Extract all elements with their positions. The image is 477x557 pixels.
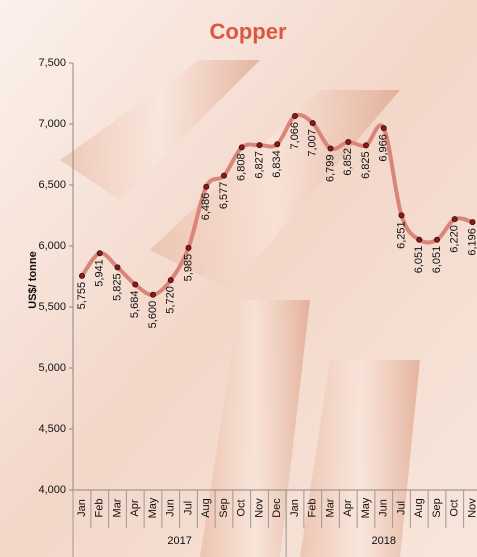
- point: [238, 144, 245, 151]
- x-tick-label: Feb: [307, 499, 319, 518]
- decor: [150, 90, 400, 290]
- data-label: 6,852: [342, 148, 354, 176]
- data-label: 6,051: [431, 246, 443, 274]
- data-label: 6,577: [218, 182, 230, 210]
- point: [380, 125, 387, 132]
- point: [433, 236, 440, 243]
- decor: [300, 360, 420, 557]
- point: [345, 139, 352, 146]
- y-tick-label: 4,500: [38, 423, 66, 435]
- data-label: 6,827: [253, 151, 265, 179]
- x-tick-label: Apr: [342, 499, 354, 516]
- point: [469, 219, 476, 226]
- point: [398, 212, 405, 219]
- x-tick-label: Mar: [111, 498, 123, 517]
- data-label: 6,486: [200, 193, 212, 221]
- y-tick-label: 5,000: [38, 362, 66, 374]
- point: [274, 141, 281, 148]
- x-tick-label: May: [147, 497, 159, 518]
- data-label: 5,985: [182, 254, 194, 282]
- point: [327, 145, 334, 152]
- point: [114, 264, 121, 271]
- x-tick-label: Nov: [253, 498, 265, 518]
- x-tick-label: Oct: [236, 499, 248, 516]
- point: [220, 172, 227, 179]
- y-tick-label: 7,500: [38, 57, 66, 69]
- data-label: 5,684: [129, 291, 141, 319]
- chart-title: Copper: [210, 19, 287, 44]
- data-label: 6,251: [395, 221, 407, 249]
- x-tick-label: Sep: [218, 498, 230, 518]
- data-label: 6,825: [360, 151, 372, 179]
- data-label: 6,196: [466, 228, 477, 256]
- data-label: 6,966: [378, 134, 390, 162]
- x-tick-label: Apr: [129, 499, 141, 516]
- x-tick-label: Jan: [76, 499, 88, 517]
- point: [96, 250, 103, 257]
- point: [256, 142, 263, 149]
- y-tick-label: 4,000: [38, 484, 66, 496]
- y-axis-title: US$/ tonne: [27, 251, 39, 308]
- data-label: 5,600: [147, 301, 159, 329]
- point: [451, 216, 458, 223]
- point: [416, 236, 423, 243]
- point: [167, 277, 174, 284]
- decor: [200, 300, 310, 557]
- x-tick-label: Feb: [94, 499, 106, 518]
- x-tick-label: Mar: [324, 498, 336, 517]
- group-label: 2018: [372, 535, 396, 547]
- y-tick-label: 6,500: [38, 179, 66, 191]
- x-tick-label: Jul: [182, 501, 194, 515]
- point: [309, 120, 316, 127]
- x-tick-label: Dec: [271, 498, 283, 518]
- x-tick-label: Jul: [395, 501, 407, 515]
- data-label: 5,825: [111, 273, 123, 301]
- x-tick-label: May: [360, 497, 372, 518]
- decor: [60, 60, 260, 200]
- point: [79, 272, 86, 279]
- y-tick-label: 6,000: [38, 240, 66, 252]
- data-label: 6,799: [324, 155, 336, 183]
- point: [149, 291, 156, 298]
- y-tick-label: 7,000: [38, 118, 66, 130]
- x-tick-label: Oct: [449, 499, 461, 516]
- data-label: 7,066: [289, 122, 301, 150]
- y-tick-label: 5,500: [38, 301, 66, 313]
- data-label: 6,220: [449, 225, 461, 253]
- point: [291, 112, 298, 119]
- x-tick-label: Nov: [466, 498, 477, 518]
- data-label: 5,941: [94, 259, 106, 287]
- group-label: 2017: [167, 535, 191, 547]
- x-tick-label: Jun: [165, 499, 177, 517]
- point: [362, 142, 369, 149]
- x-tick-label: Jun: [378, 499, 390, 517]
- data-label: 5,720: [165, 286, 177, 314]
- data-label: 7,007: [307, 129, 319, 157]
- x-tick-label: Aug: [200, 498, 212, 518]
- point: [185, 244, 192, 251]
- data-label: 6,808: [236, 153, 248, 181]
- point: [132, 281, 139, 288]
- data-label: 6,834: [271, 150, 283, 178]
- x-tick-label: Sep: [431, 498, 443, 518]
- x-tick-label: Jan: [289, 499, 301, 517]
- point: [203, 183, 210, 190]
- x-tick-label: Aug: [413, 498, 425, 518]
- data-label: 5,755: [76, 282, 88, 310]
- data-label: 6,051: [413, 246, 425, 274]
